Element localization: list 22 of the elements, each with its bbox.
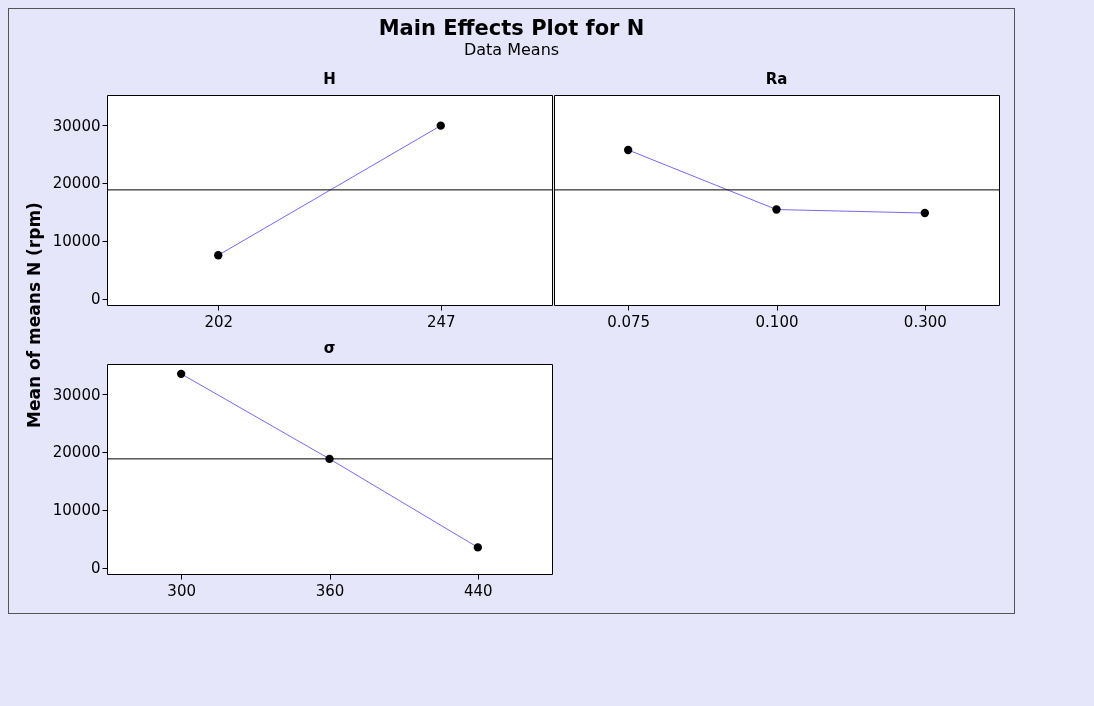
- y-tick-label: 0: [90, 559, 101, 578]
- chart-title: Ra: [765, 70, 788, 88]
- y-tick-label: 10000: [52, 501, 101, 520]
- x-tick-label: 360: [315, 581, 345, 600]
- y-axis-title: Mean of means N (rpm): [24, 202, 44, 428]
- x-tick-label: 247: [426, 312, 456, 331]
- x-tick-label: 300: [167, 581, 196, 600]
- text: Data Means: [463, 39, 560, 59]
- y-tick-label: 30000: [52, 385, 101, 404]
- x-tick-label: 0.100: [755, 312, 799, 331]
- y-tick-label: 10000: [52, 232, 101, 251]
- x-tick-label: 202: [204, 312, 234, 331]
- chart-title: H: [323, 70, 336, 88]
- y-tick-label: 30000: [52, 116, 101, 135]
- text: Main Effects Plot for N: [378, 15, 645, 40]
- x-tick-label: 0.300: [903, 312, 947, 331]
- y-tick-label: 20000: [52, 174, 101, 193]
- y-tick-label: 0: [90, 290, 101, 309]
- x-tick-label: 0.075: [607, 312, 651, 331]
- chart-title: σ: [323, 339, 336, 357]
- y-tick-label: 20000: [52, 443, 101, 462]
- x-tick-label: 440: [464, 581, 493, 600]
